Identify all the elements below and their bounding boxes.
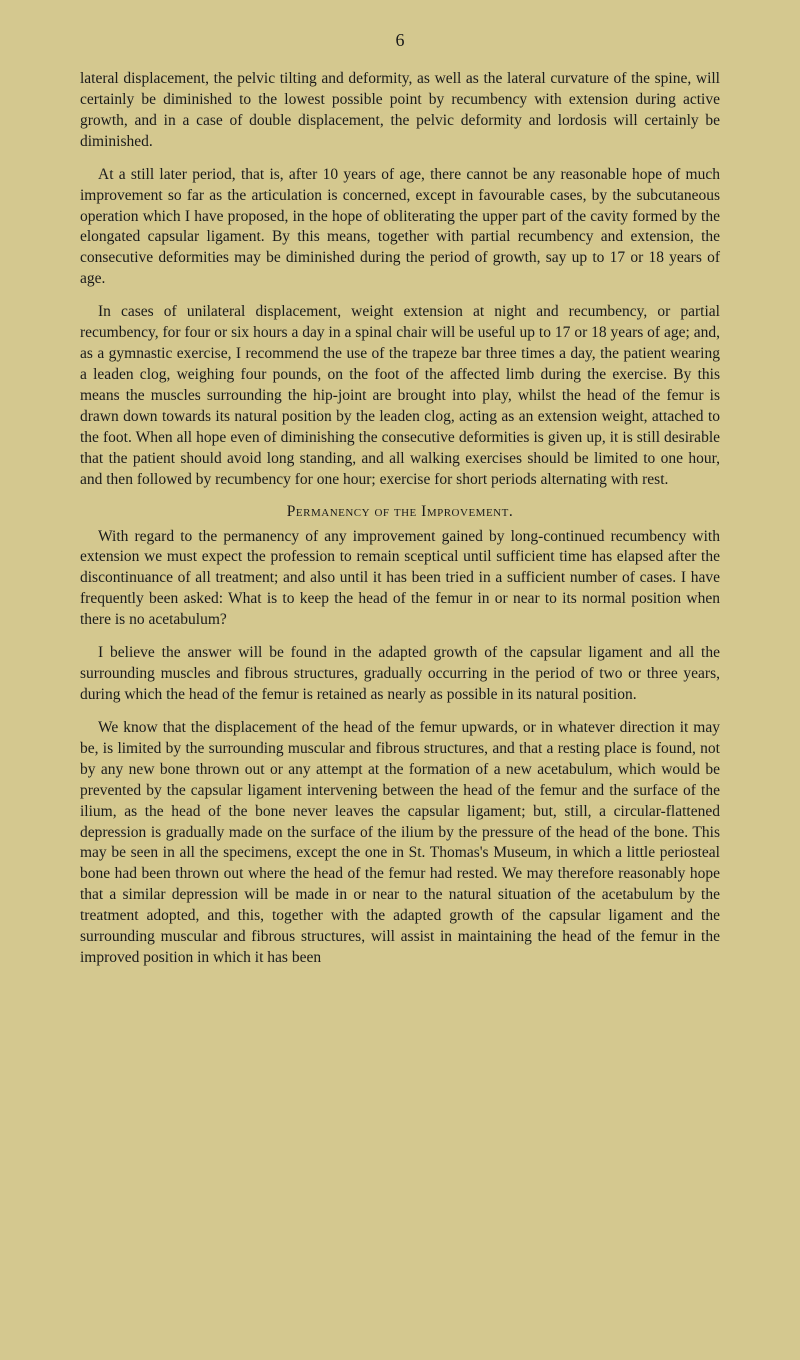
page-number: 6: [80, 30, 720, 51]
paragraph-6: We know that the displacement of the hea…: [80, 718, 720, 969]
paragraph-5: I believe the answer will be found in th…: [80, 643, 720, 706]
paragraph-3: In cases of unilateral displacement, wei…: [80, 302, 720, 490]
paragraph-1: lateral displacement, the pelvic tilting…: [80, 69, 720, 153]
section-heading: Permanency of the Improvement.: [80, 503, 720, 521]
paragraph-4: With regard to the permanency of any imp…: [80, 527, 720, 632]
paragraph-2: At a still later period, that is, after …: [80, 165, 720, 291]
